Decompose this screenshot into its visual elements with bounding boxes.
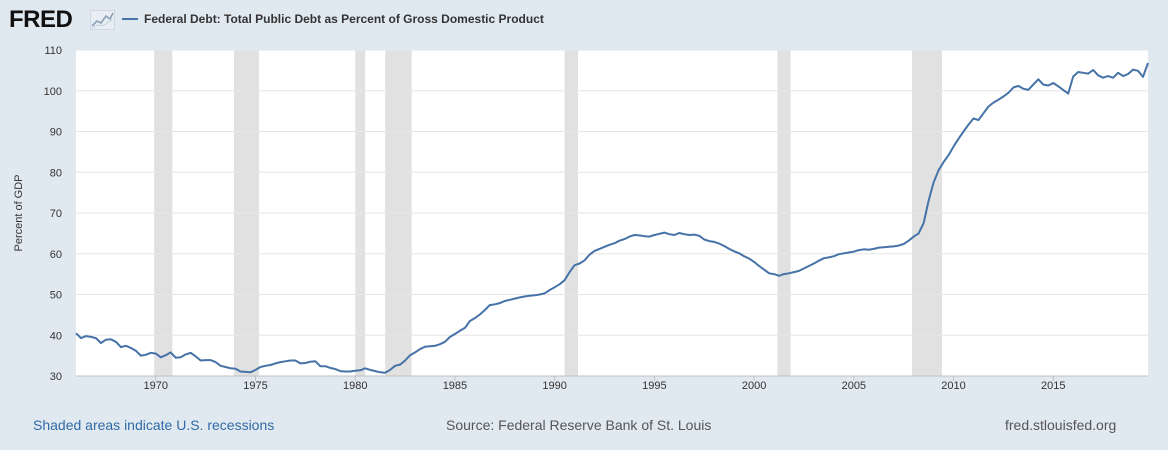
- x-tick-label-1985: 1985: [443, 380, 467, 390]
- x-tick-label-2015: 2015: [1041, 380, 1065, 390]
- y-tick-label-60: 60: [50, 249, 62, 261]
- y-tick-label-100: 100: [44, 86, 62, 98]
- x-tick-label-1970: 1970: [144, 380, 168, 390]
- chart-header: FRED Federal Debt: Total Public Debt as …: [0, 0, 1168, 40]
- line-chart[interactable]: 30 40 50 60 70 80 90 100 110 1970 1975 1980 1985 1990…: [0, 40, 1168, 390]
- y-tick-label-80: 80: [50, 167, 62, 179]
- y-axis-label: Percent of GDP: [13, 174, 25, 251]
- recession-note-link[interactable]: Shaded areas indicate U.S. recessions: [33, 417, 275, 433]
- y-tick-label-30: 30: [50, 371, 62, 383]
- series-title: Federal Debt: Total Public Debt as Perce…: [144, 12, 544, 26]
- legend-swatch: [122, 18, 138, 20]
- site-link[interactable]: fred.stlouisfed.org: [1005, 417, 1117, 433]
- chart-area[interactable]: 30 40 50 60 70 80 90 100 110 1970 1975 1980 1985 1990…: [0, 40, 1168, 390]
- series-line-0[interactable]: [75, 62, 1149, 374]
- line-chart-icon: [90, 10, 115, 30]
- x-tick-label-2005: 2005: [842, 380, 866, 390]
- y-tick-label-110: 110: [44, 45, 62, 57]
- x-tick-label-1990: 1990: [542, 380, 566, 390]
- y-tick-label-90: 90: [50, 127, 62, 139]
- y-tick-label-70: 70: [50, 208, 62, 220]
- x-tick-label-1980: 1980: [343, 380, 367, 390]
- y-tick-label-50: 50: [50, 290, 62, 302]
- fred-logo[interactable]: FRED: [9, 6, 73, 33]
- y-tick-label-40: 40: [50, 330, 62, 342]
- x-tick-label-2000: 2000: [742, 380, 766, 390]
- x-tick-label-2010: 2010: [941, 380, 965, 390]
- x-tick-label-1995: 1995: [642, 380, 666, 390]
- source-text: Source: Federal Reserve Bank of St. Loui…: [446, 417, 712, 433]
- x-tick-label-1975: 1975: [243, 380, 267, 390]
